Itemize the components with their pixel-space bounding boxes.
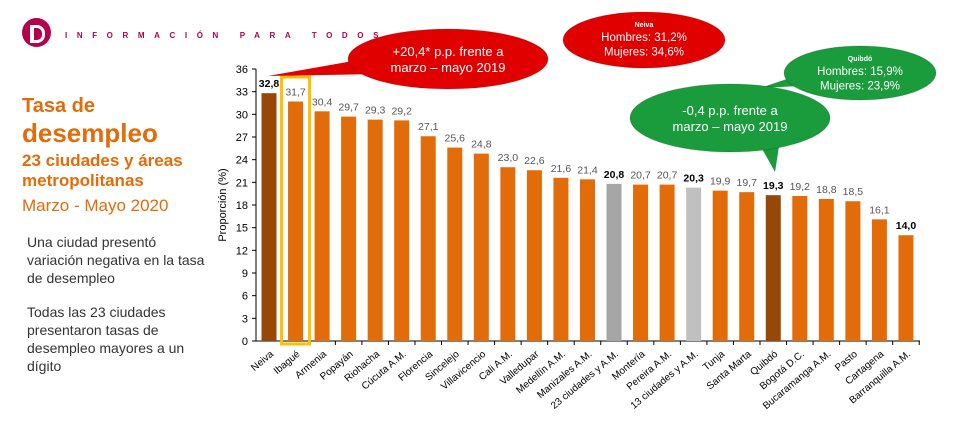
bar <box>659 184 675 341</box>
data-label: 18,8 <box>816 184 837 196</box>
data-label: 29,3 <box>365 105 386 117</box>
bar <box>579 179 595 341</box>
title-line-2: desempleo <box>22 118 158 148</box>
y-axis-label: Proporción (%) <box>217 168 229 241</box>
highlight-box <box>280 75 312 346</box>
data-label: 29,7 <box>338 102 359 114</box>
data-label: 23,0 <box>498 152 519 164</box>
period: Marzo - Mayo 2020 <box>22 196 169 215</box>
y-tick-label: 24 <box>236 155 248 167</box>
red-detail-callout-title: Neiva <box>635 22 654 29</box>
bar <box>871 219 887 341</box>
green-main-callout-text: -0,4 p.p. frente a <box>682 103 778 118</box>
bar <box>367 119 383 341</box>
bar <box>712 190 728 341</box>
bar <box>845 201 861 341</box>
bar <box>606 183 622 341</box>
y-tick-label: 0 <box>242 336 248 348</box>
note-2: Todas las 23 ciudades presentaron tasas … <box>27 304 185 374</box>
red-main-callout-text: marzo – mayo 2019 <box>391 60 506 75</box>
data-label: 22,6 <box>524 155 545 167</box>
data-label: 19,9 <box>710 176 731 188</box>
green-detail-callout <box>783 45 937 101</box>
data-label: 25,6 <box>445 133 466 145</box>
red-detail-callout-text: Hombres: 31,2% <box>601 32 687 44</box>
bar <box>898 235 914 341</box>
bar <box>633 184 649 341</box>
green-main-callout-text: marzo – mayo 2019 <box>673 119 788 134</box>
data-label: 30,4 <box>312 96 333 108</box>
red-main-callout <box>347 28 549 90</box>
data-label: 20,7 <box>630 170 651 182</box>
bar <box>261 93 277 341</box>
bar <box>526 170 542 341</box>
green-detail-callout-title: Quibdó <box>848 56 873 63</box>
data-label: 29,2 <box>391 105 412 117</box>
data-label: 20,3 <box>683 173 704 185</box>
data-label: 20,8 <box>604 169 625 181</box>
y-tick-label: 21 <box>236 177 248 189</box>
bar <box>473 153 489 341</box>
y-tick-label: 18 <box>236 200 248 212</box>
y-tick-label: 6 <box>242 291 248 303</box>
note-1: Una ciudad presentó variación negativa e… <box>27 234 205 286</box>
bar <box>765 195 781 341</box>
bar <box>553 177 569 341</box>
red-main-callout-text: +20,4* p.p. frente a <box>393 44 505 59</box>
green-detail-callout-text: Hombres: 15,9% <box>817 66 903 78</box>
data-label: 20,7 <box>657 170 678 182</box>
bar <box>818 198 834 341</box>
data-label: 19,3 <box>763 180 784 192</box>
data-label: 27,1 <box>418 121 439 133</box>
subtitle: 23 ciudades y áreas metropolitanas <box>22 151 183 190</box>
red-detail-callout <box>562 11 726 69</box>
data-label: 24,8 <box>471 139 492 151</box>
bar <box>314 111 330 341</box>
bar <box>739 192 755 341</box>
data-label: 21,4 <box>577 164 598 176</box>
bar <box>341 116 357 341</box>
bar <box>792 195 808 341</box>
bar <box>420 136 436 341</box>
y-tick-label: 33 <box>236 87 248 99</box>
bar <box>447 147 463 341</box>
tagline: INFORMACIÓN PARA TODOS <box>65 31 389 40</box>
bar <box>288 101 304 341</box>
title-line-1: Tasa de <box>22 95 95 117</box>
bar <box>686 187 702 341</box>
bar <box>500 167 516 341</box>
y-tick-label: 36 <box>236 64 248 76</box>
data-label: 18,5 <box>843 186 864 198</box>
y-tick-label: 15 <box>236 223 248 235</box>
data-label: 31,7 <box>285 86 306 98</box>
green-detail-callout-text: Mujeres: 23,9% <box>820 80 900 92</box>
data-label: 21,6 <box>551 163 572 175</box>
y-tick-label: 12 <box>236 245 248 257</box>
y-tick-label: 9 <box>242 268 248 280</box>
data-label: 19,7 <box>737 177 758 189</box>
data-label: 16,1 <box>869 204 890 216</box>
bar <box>394 120 410 341</box>
data-label: 32,8 <box>259 78 280 90</box>
data-label: 19,2 <box>790 181 811 193</box>
y-tick-label: 27 <box>236 132 248 144</box>
data-label: 14,0 <box>896 220 917 232</box>
logo <box>22 18 51 47</box>
red-detail-callout-text: Mujeres: 34,6% <box>604 46 684 58</box>
y-tick-label: 3 <box>242 313 248 325</box>
y-tick-label: 30 <box>236 109 248 121</box>
green-main-callout <box>629 83 831 153</box>
